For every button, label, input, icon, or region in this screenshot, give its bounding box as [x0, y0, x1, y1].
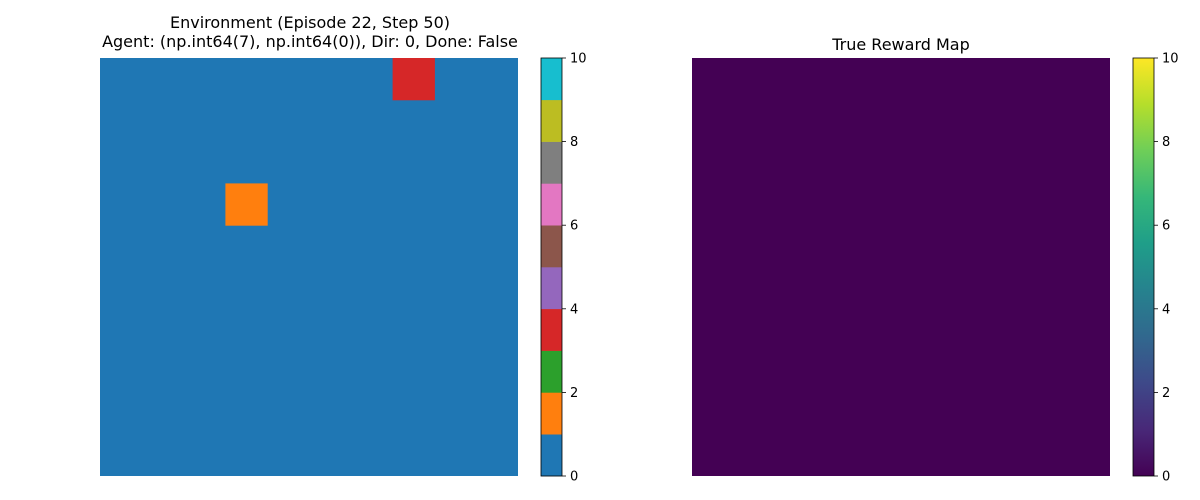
reward-map-fill	[692, 58, 1110, 476]
colorbar-tick-label: 2	[570, 386, 578, 401]
colorbar-segment-2	[541, 350, 562, 393]
colorbar-segment-4	[541, 267, 562, 310]
environment-title-line1: Environment (Episode 22, Step 50)	[169, 13, 451, 32]
colorbar-segment-1	[541, 392, 562, 435]
colorbar-tick-label: 4	[570, 302, 578, 317]
reward-colorbar-tick-label: 0	[1162, 470, 1170, 485]
colorbar-frame	[540, 57, 563, 477]
reward-colorbar-tick-label: 2	[1162, 386, 1170, 401]
reward-colorbar: 0 2 4 6 8 10	[1132, 52, 1179, 485]
reward-map-title: True Reward Map	[832, 35, 970, 54]
colorbar-tick-label: 8	[570, 135, 578, 150]
reward-colorbar-tick-label: 8	[1162, 135, 1170, 150]
colorbar-segment-7	[541, 141, 562, 184]
grid-background	[100, 58, 518, 476]
colorbar-segment-6	[541, 183, 562, 226]
reward-colorbar-tick-label: 10	[1162, 52, 1179, 67]
grid-cell-0	[392, 58, 435, 101]
environment-title-line2: Agent: (np.int64(7), np.int64(0)), Dir: …	[102, 32, 518, 51]
colorbar-segment-9	[541, 58, 562, 101]
colorbar-segment-3	[541, 308, 562, 351]
environment-title: Environment (Episode 22, Step 50) Agent:…	[60, 13, 560, 51]
reward-map-grid	[692, 58, 1110, 476]
colorbar-segment-5	[541, 225, 562, 268]
colorbar-segment-8	[541, 99, 562, 142]
colorbar-tick-label: 10	[570, 52, 587, 67]
colorbar-segment-0	[541, 434, 562, 477]
reward-colorbar-tick-label: 4	[1162, 302, 1170, 317]
colorbar-tick-label: 6	[570, 219, 578, 234]
environment-colorbar: 0 2 4 6 8 10	[540, 52, 587, 485]
environment-grid	[100, 58, 518, 476]
reward-colorbar-gradient	[1132, 57, 1155, 477]
grid-cell-1	[225, 183, 268, 226]
colorbar-tick-label: 0	[570, 470, 578, 485]
reward-colorbar-tick-label: 6	[1162, 219, 1170, 234]
